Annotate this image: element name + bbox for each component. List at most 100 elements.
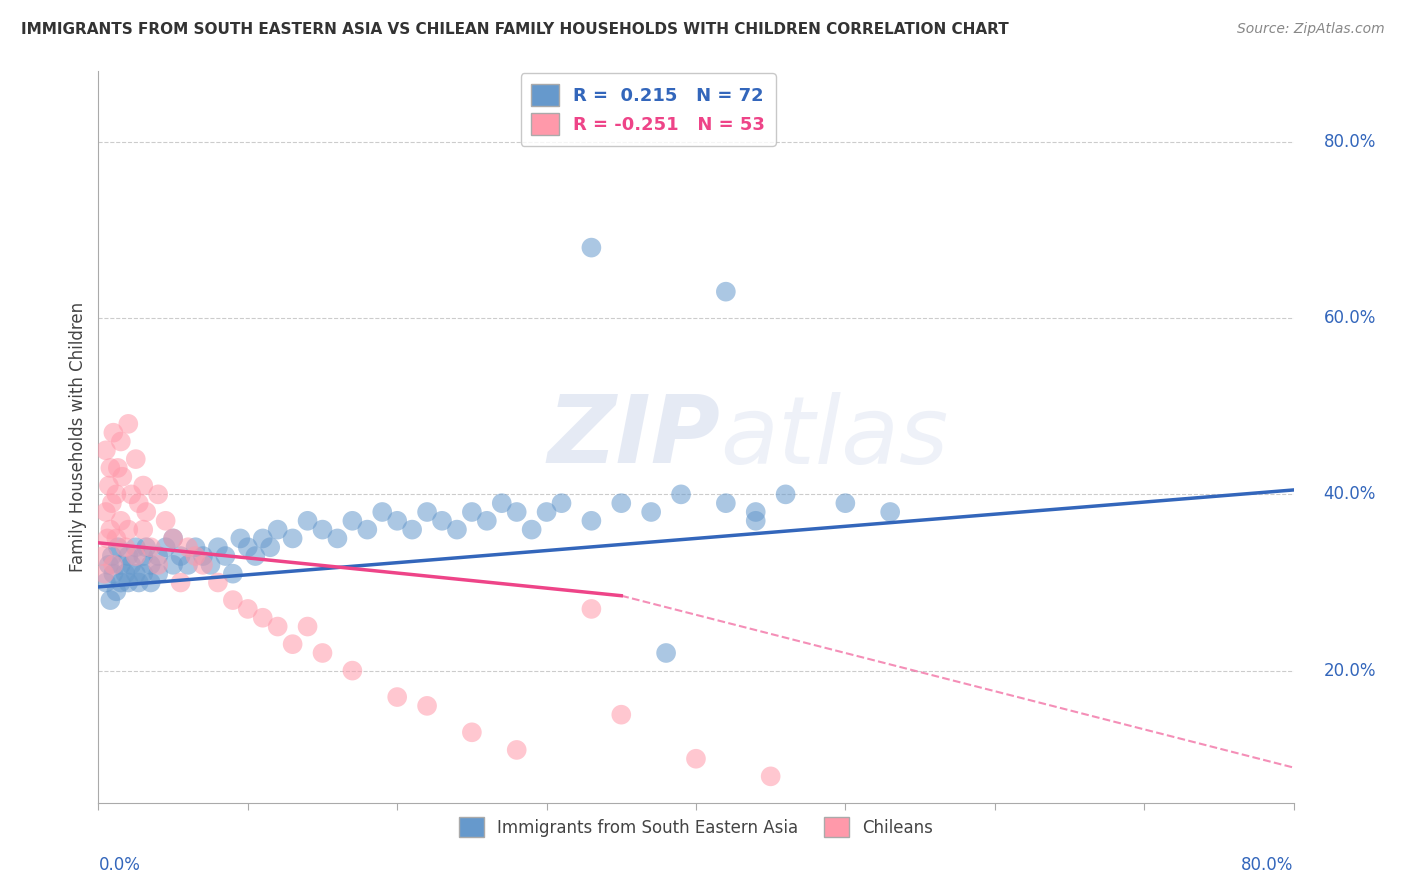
Point [506,743,529,757]
Point [446,523,468,537]
Point [155,514,177,528]
Point [267,523,290,537]
Point [834,496,856,510]
Point [98,461,122,475]
Point [491,496,513,510]
Point [135,540,157,554]
Point [685,752,707,766]
Point [385,690,409,704]
Point [281,637,304,651]
Text: Source: ZipAtlas.com: Source: ZipAtlas.com [1237,22,1385,37]
Point [669,487,692,501]
Point [416,505,439,519]
Point [125,452,148,467]
Point [110,558,132,572]
Point [148,487,170,501]
Point [125,549,148,563]
Point [177,540,200,554]
Point [120,487,142,501]
Point [103,558,125,572]
Point [184,540,207,554]
Legend: Immigrants from South Eastern Asia, Chileans: Immigrants from South Eastern Asia, Chil… [451,809,941,846]
Point [236,602,259,616]
Point [416,698,439,713]
Point [135,505,157,519]
Point [581,602,603,616]
Point [191,558,214,572]
Point [207,540,229,554]
Point [879,505,901,519]
Point [132,523,155,537]
Point [105,487,128,501]
Point [107,540,129,554]
Point [207,575,229,590]
Point [775,487,797,501]
Point [125,566,148,581]
Point [222,593,245,607]
Point [581,514,603,528]
Point [430,514,453,528]
Point [655,646,678,660]
Point [117,417,139,431]
Point [117,549,139,563]
Point [311,523,333,537]
Point [759,769,782,783]
Point [297,619,319,633]
Point [714,285,737,299]
Point [139,540,162,554]
Point [745,514,768,528]
Point [98,523,122,537]
Point [105,584,128,599]
Point [177,558,200,572]
Point [311,646,333,660]
Point [326,532,349,546]
Point [110,575,132,590]
Point [245,549,267,563]
Point [139,558,162,572]
Point [536,505,558,519]
Point [117,575,139,590]
Point [94,443,117,458]
Point [252,532,274,546]
Text: atlas: atlas [720,392,948,483]
Point [610,496,633,510]
Point [259,540,281,554]
Point [475,514,498,528]
Point [550,496,572,510]
Point [93,566,115,581]
Point [114,566,136,581]
Point [103,425,125,440]
Point [385,514,409,528]
Point [169,575,191,590]
Point [114,540,136,554]
Point [101,549,124,563]
Point [97,558,120,572]
Point [110,434,132,449]
Point [252,611,274,625]
Point [105,532,128,546]
Text: 20.0%: 20.0% [1323,662,1376,680]
Point [169,549,191,563]
Point [610,707,633,722]
Point [222,566,245,581]
Text: IMMIGRANTS FROM SOUTH EASTERN ASIA VS CHILEAN FAMILY HOUSEHOLDS WITH CHILDREN CO: IMMIGRANTS FROM SOUTH EASTERN ASIA VS CH… [21,22,1010,37]
Point [745,505,768,519]
Point [139,575,162,590]
Point [132,566,155,581]
Point [371,505,394,519]
Text: 80.0%: 80.0% [1241,855,1294,873]
Text: ZIP: ZIP [547,391,720,483]
Point [117,523,139,537]
Point [281,532,304,546]
Point [162,532,184,546]
Point [640,505,662,519]
Text: 60.0%: 60.0% [1323,310,1376,327]
Point [229,532,252,546]
Point [581,241,603,255]
Point [342,664,364,678]
Point [128,575,150,590]
Point [103,566,125,581]
Point [120,558,142,572]
Point [297,514,319,528]
Y-axis label: Family Households with Children: Family Households with Children [69,302,87,572]
